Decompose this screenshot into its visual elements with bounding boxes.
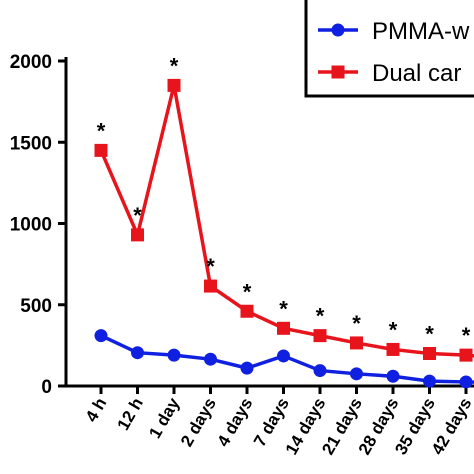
significance-star: *	[389, 317, 398, 342]
legend: PMMA-w Dual car	[304, 0, 474, 98]
significance-star: *	[316, 304, 325, 329]
y-tick-label: 0	[41, 377, 52, 398]
data-point	[277, 349, 290, 363]
data-point	[167, 348, 181, 362]
data-point	[459, 348, 473, 362]
data-point	[131, 228, 144, 242]
significance-star: *	[279, 296, 288, 321]
significance-star: *	[243, 279, 252, 304]
data-point	[313, 329, 327, 343]
significance-star: *	[133, 203, 142, 228]
data-point	[167, 78, 181, 92]
data-point	[131, 346, 144, 360]
data-point	[277, 321, 290, 335]
x-tick-label: 4 days	[214, 395, 257, 450]
significance-star: *	[425, 322, 434, 347]
data-point	[94, 329, 108, 343]
data-point	[240, 361, 254, 375]
data-point	[386, 369, 400, 383]
significance-star: *	[206, 254, 215, 279]
data-point	[240, 304, 254, 318]
legend-marker-0	[331, 23, 345, 37]
x-tick-label: 2 days	[177, 395, 220, 450]
data-point	[459, 375, 473, 389]
significance-star: *	[97, 118, 106, 143]
data-point	[423, 347, 436, 360]
y-tick-label: 500	[20, 296, 52, 317]
legend-label-1: Dual car	[372, 60, 461, 87]
y-tick-label: 1000	[10, 215, 52, 236]
data-point	[94, 143, 108, 157]
significance-star: *	[352, 311, 361, 336]
data-point	[313, 364, 327, 378]
significance-star: *	[462, 323, 471, 348]
data-point	[386, 342, 400, 356]
series-layer	[94, 78, 474, 389]
legend-marker-1	[331, 65, 345, 79]
data-point	[350, 367, 363, 381]
y-tick-label: 2000	[10, 52, 52, 73]
y-tick-label: 1500	[10, 133, 52, 154]
data-point	[350, 336, 363, 350]
data-point	[204, 279, 217, 293]
x-tick-label: 1 day	[145, 394, 183, 442]
legend-box	[304, 0, 474, 98]
data-point	[204, 352, 217, 366]
x-tick-label: 12 h	[113, 395, 146, 434]
significance-star: *	[170, 53, 179, 78]
annotation-layer: * * * * * * * * * * *	[97, 53, 471, 348]
legend-label-0: PMMA-w	[372, 18, 470, 45]
data-point	[423, 374, 436, 388]
x-tick-label: 4 h	[82, 395, 111, 426]
